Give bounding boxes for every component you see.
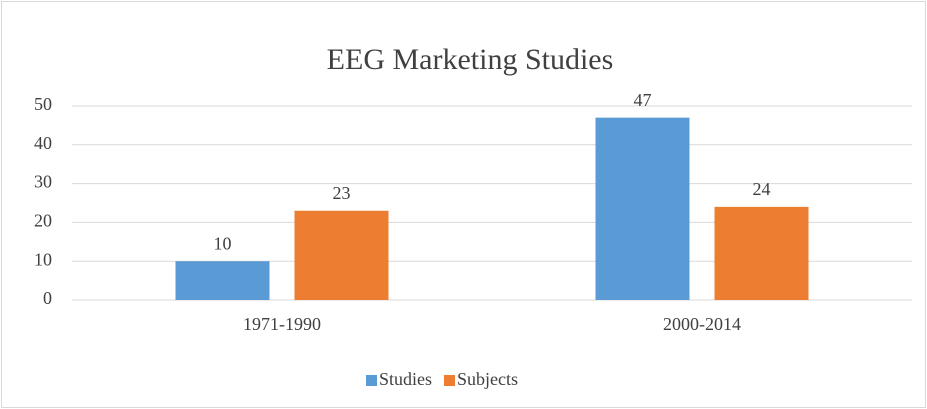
y-tick-label: 0 [43,288,52,308]
y-tick-label: 50 [34,94,52,114]
bar [595,117,690,300]
data-label: 23 [333,183,351,203]
y-tick-label: 40 [34,133,52,153]
y-tick-label: 10 [34,249,52,269]
y-tick-label: 30 [34,172,52,192]
y-tick-label: 20 [34,211,52,231]
data-label: 10 [214,233,232,253]
bar [714,206,809,300]
legend-swatch [444,375,456,386]
data-label: 24 [753,179,771,199]
x-tick-label: 2000-2014 [663,314,741,334]
legend-swatch [366,375,377,386]
x-tick-label: 1971-1990 [243,314,321,334]
data-label: 47 [634,90,652,110]
legend-label: Subjects [457,369,518,389]
bar [175,261,270,300]
bar [294,210,389,300]
chart-title: EEG Marketing Studies [327,43,614,76]
legend-label: Studies [379,369,432,389]
